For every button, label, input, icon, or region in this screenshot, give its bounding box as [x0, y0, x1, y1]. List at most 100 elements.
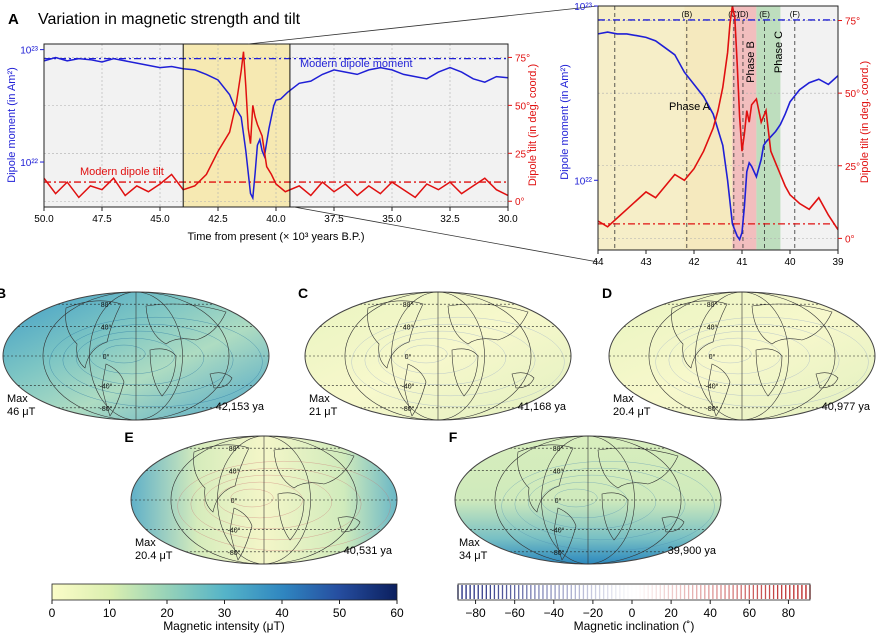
map-lat-label-2: 0° — [555, 497, 562, 505]
map-continent-south-america — [101, 363, 125, 417]
x-tick-label-2: 42 — [688, 257, 700, 268]
map-lat-label-3: -40° — [706, 382, 719, 390]
marker-label-0: (B) — [681, 10, 692, 19]
map-continent-south-america — [707, 363, 731, 417]
map-contour-1 — [554, 488, 598, 508]
map-max-value: 20.4 μT — [135, 550, 173, 562]
zoom-left-axis-label: Dipole moment (in Am²) — [559, 64, 571, 180]
map-contour-5 — [501, 460, 715, 552]
map-continent-americas — [65, 300, 122, 369]
map-continent-americas — [671, 300, 728, 369]
phase-b-label: Phase B — [745, 41, 757, 83]
x-tick-label-3: 42.5 — [208, 214, 228, 225]
inclination-tick-label-2: −40 — [544, 606, 565, 620]
zoom-right-ticks: 0° 25° 50° 75° — [838, 17, 860, 245]
map-age: 39,900 ya — [668, 545, 717, 557]
map-letter: B — [0, 285, 6, 301]
map-contour-3 — [203, 474, 333, 530]
x-tick-label-7: 32.5 — [440, 214, 460, 225]
x-tick-label-8: 30.0 — [498, 214, 518, 225]
intensity-tick-label-1: 10 — [103, 606, 117, 620]
right-tick-label-2: 50° — [845, 89, 860, 100]
map-max-label: Max — [613, 393, 634, 405]
panel-a-title: Variation in magnetic strength and tilt — [38, 11, 301, 28]
map-continent-africa — [451, 348, 479, 397]
x-tick-label-2: 45.0 — [150, 214, 170, 225]
map-letter: E — [124, 429, 133, 445]
x-tick-label-4: 40.0 — [266, 214, 286, 225]
map-continent-africa — [277, 492, 305, 541]
map-contour-4 — [190, 467, 362, 541]
inclination-colorbar-ticks: −80 −60 −40 −20 0 20 40 60 80 — [465, 600, 795, 620]
map-max-value: 34 μT — [459, 550, 488, 562]
map-lat-label-4: -80° — [706, 405, 719, 413]
map-max-label: Max — [309, 393, 330, 405]
modern-dipole-moment-label: Modern dipole moment — [300, 58, 413, 70]
map-continent-eurasia — [751, 303, 833, 345]
overview-left-axis-label: Dipole moment (in Am²) — [6, 67, 18, 183]
inclination-tick-label-8: 80 — [782, 606, 796, 620]
map-contour-1 — [102, 344, 146, 364]
map-contour-1 — [708, 344, 752, 364]
map-contour-1 — [230, 488, 274, 508]
zoom-pre-region — [598, 6, 685, 250]
map-continent-americas — [193, 444, 250, 513]
map-continent-eurasia — [273, 447, 355, 489]
map-lat-label-3: -40° — [552, 526, 565, 534]
inclination-colorbar-frame — [457, 583, 811, 601]
map-contour-5 — [655, 316, 869, 408]
map-lat-label-0: 80° — [553, 445, 564, 453]
right-tick-label-2: 50° — [515, 101, 530, 112]
map-continent-australia — [511, 372, 535, 389]
inclination-tick-label-7: 60 — [743, 606, 757, 620]
left-tick-label-1: 10²² — [20, 158, 38, 169]
overview-moment-series — [44, 56, 508, 201]
zoom-x-ticks: 44 43 42 41 40 39 — [592, 250, 844, 268]
map-lat-label-3: -40° — [228, 526, 241, 534]
zoom-connector-bottom — [293, 206, 599, 263]
x-tick-label-3: 41 — [736, 257, 748, 268]
overview-left-ticks: 10²³ 10²² — [20, 46, 44, 169]
map-max-label: Max — [135, 537, 156, 549]
right-tick-label-3: 75° — [845, 17, 860, 28]
map-age: 40,531 ya — [344, 545, 393, 557]
overview-right-ticks: 0° 25° 50° 75° — [508, 53, 530, 208]
panel-a-letter: A — [8, 11, 19, 28]
phase-c-label: Phase C — [773, 31, 785, 73]
map-lat-label-0: 80° — [707, 301, 718, 309]
map-continent-south-america — [403, 363, 427, 417]
marker-label-4: (F) — [790, 10, 801, 19]
zoom-moment-series — [598, 31, 838, 242]
map-lat-label-2: 0° — [231, 497, 238, 505]
right-tick-label-1: 25° — [515, 149, 530, 160]
zoom-left-ticks: 10²³ 10²² — [574, 2, 598, 187]
map-lat-label-1: 40° — [229, 468, 240, 476]
intensity-tick-label-5: 50 — [333, 606, 347, 620]
map-contour-3 — [75, 330, 205, 386]
map-lat-label-1: 40° — [553, 468, 564, 476]
map-lat-label-2: 0° — [709, 353, 716, 361]
map-lat-label-1: 40° — [101, 324, 112, 332]
map-continent-australia — [661, 516, 685, 533]
map-lat-label-3: -40° — [402, 382, 415, 390]
map-lat-label-3: -40° — [100, 382, 113, 390]
map-lat-label-4: -80° — [228, 549, 241, 557]
inclination-tick-label-6: 40 — [704, 606, 718, 620]
map-letter: C — [298, 285, 308, 301]
map-continent-americas — [517, 444, 574, 513]
map-lat-label-2: 0° — [405, 353, 412, 361]
overview-x-label: Time from present (× 10³ years B.P.) — [188, 231, 365, 243]
map-continent-africa — [149, 348, 177, 397]
x-tick-label-0: 44 — [592, 257, 604, 268]
x-tick-label-1: 43 — [640, 257, 652, 268]
overview-right-axis-label: Dipole tilt (in deg. coord.) — [527, 64, 539, 186]
map-lat-label-4: -80° — [552, 549, 565, 557]
x-tick-label-6: 35.0 — [382, 214, 402, 225]
map-continent-africa — [601, 492, 629, 541]
map-contour-5 — [49, 316, 263, 408]
